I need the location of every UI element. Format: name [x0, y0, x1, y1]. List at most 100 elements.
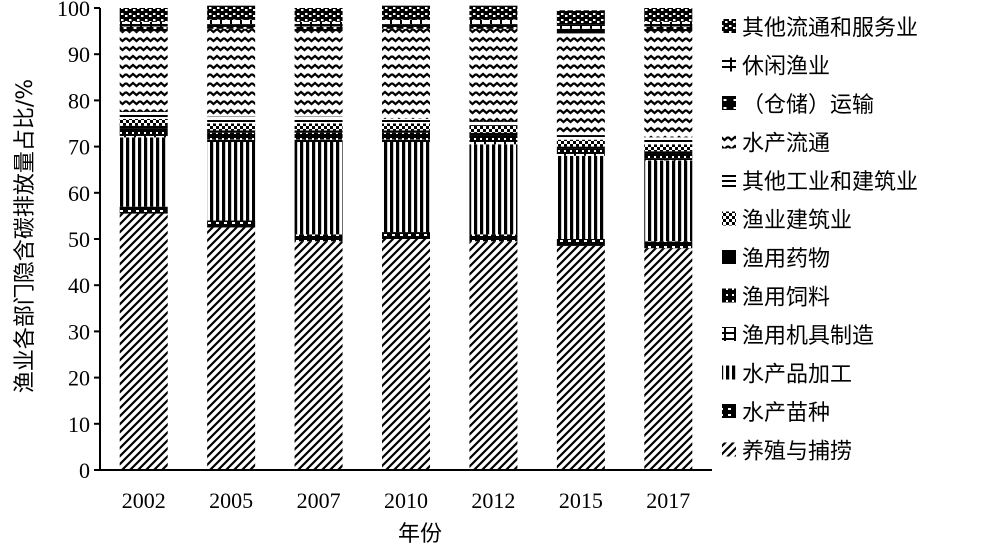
bar-segment-2015-s0	[556, 245, 605, 470]
legend-label: 休闲渔业	[742, 55, 830, 80]
y-axis-title: 渔业各部门隐含碳排放量占比/%	[13, 79, 38, 393]
bar-segment-2012-s6	[469, 125, 518, 133]
legend-swatch	[722, 211, 736, 226]
bar-segment-2005-s9	[207, 24, 256, 29]
bar-segment-2005-s6	[207, 123, 256, 131]
y-tick-label: 90	[68, 42, 90, 67]
bar-segment-2015-s11	[556, 10, 605, 25]
bar-segment-2007-s0	[294, 241, 343, 470]
bar-segment-2012-s2	[469, 144, 518, 235]
bar-segment-2017-s4	[644, 153, 693, 159]
bar-segment-2002-s11	[119, 8, 168, 22]
bar-segment-2007-s8	[294, 31, 343, 117]
legend-swatch	[722, 250, 736, 264]
bar-segment-2010-s6	[382, 123, 430, 131]
bar-segment-2005-s4	[207, 132, 256, 140]
legend-label: 渔用饲料	[742, 286, 830, 311]
axes-layer: 2002 2005 2007 2010 2012 2015 2017 0 10 20 30 40 50 6…	[57, 0, 712, 513]
legend-swatch	[722, 404, 736, 418]
bar-segment-2007-s5	[294, 130, 343, 133]
bar-segment-2017-s8	[644, 31, 693, 138]
y-tick-label: 30	[68, 319, 90, 344]
bar-segment-2010-s4	[382, 132, 430, 140]
bar-segment-2007-s3	[294, 139, 343, 142]
legend-swatch	[722, 327, 736, 341]
legend-label: 渔用药物	[742, 247, 830, 272]
legend-swatch	[722, 173, 736, 187]
bar-segment-2015-s3	[556, 153, 605, 156]
bar-segment-2017-s5	[644, 151, 693, 154]
x-axis-title: 年份	[398, 522, 442, 547]
bar-segment-2015-s2	[556, 155, 605, 239]
bar-segment-2010-s8	[382, 28, 430, 119]
bar-segment-2005-s5	[207, 130, 256, 133]
bar-segment-2005-s7	[207, 116, 256, 124]
bar-segment-2002-s5	[119, 125, 168, 129]
bar-segment-2002-s0	[119, 213, 168, 470]
x-tick-label: 2015	[559, 488, 603, 513]
bar-segment-2017-s1	[644, 241, 693, 249]
y-tick-label: 70	[68, 135, 90, 160]
y-tick-label: 100	[57, 0, 90, 21]
legend-label: 其他流通和服务业	[742, 16, 918, 41]
bar-segment-2007-s11	[294, 8, 343, 22]
bar-segment-2010-s9	[382, 24, 430, 29]
bar-segment-2002-s3	[119, 135, 168, 138]
bar-segment-2010-s2	[382, 141, 430, 233]
y-tick-label: 80	[68, 88, 90, 113]
bar-segment-2002-s10	[119, 21, 168, 27]
bars-layer	[119, 5, 693, 470]
bar-segment-2010-s1	[382, 232, 430, 239]
bar-segment-2010-s11	[382, 5, 430, 20]
legend-swatch	[722, 57, 736, 72]
bar-segment-2010-s10	[382, 19, 430, 25]
bar-segment-2005-s0	[207, 227, 256, 470]
bar-segment-2017-s11	[644, 8, 693, 22]
x-tick-label: 2007	[297, 488, 341, 513]
bar-segment-2015-s7	[556, 135, 605, 140]
bar-segment-2002-s1	[119, 206, 168, 214]
bar-segment-2012-s1	[469, 234, 518, 242]
bar-segment-2007-s10	[294, 21, 343, 27]
y-tick-label: 10	[68, 412, 90, 437]
bar-segment-2012-s5	[469, 132, 518, 136]
bar-segment-2012-s3	[469, 141, 518, 145]
bar-segment-2017-s6	[644, 144, 693, 152]
x-tick-label: 2012	[471, 488, 515, 513]
bar-segment-2005-s1	[207, 220, 256, 228]
x-tick-label: 2010	[384, 488, 428, 513]
x-tick-label: 2005	[209, 488, 253, 513]
bar-segment-2002-s4	[119, 128, 168, 136]
bar-segment-2017-s3	[644, 158, 693, 161]
bar-segment-2002-s6	[119, 118, 168, 126]
y-tick-label: 60	[68, 181, 90, 206]
legend-label: 渔用机具制造	[742, 324, 874, 349]
bar-segment-2015-s6	[556, 139, 605, 147]
legend-swatch	[722, 288, 736, 303]
x-tick-label: 2017	[646, 488, 690, 513]
bar-segment-2017-s9	[644, 26, 693, 32]
bar-segment-2005-s11	[207, 5, 256, 20]
legend-label: 渔业建筑业	[742, 209, 852, 234]
bar-segment-2002-s9	[119, 26, 168, 32]
bar-segment-2005-s3	[207, 139, 256, 142]
bar-segment-2010-s0	[382, 239, 430, 470]
bar-segment-2012-s0	[469, 241, 518, 470]
bar-segment-2010-s7	[382, 118, 430, 124]
legend-swatch	[722, 365, 736, 380]
legend-swatch	[722, 19, 736, 33]
legend-swatch	[722, 442, 736, 457]
bar-segment-2015-s1	[556, 239, 605, 246]
bar-segment-2005-s2	[207, 141, 256, 221]
bar-segment-2010-s5	[382, 130, 430, 133]
legend-label: （仓储）运输	[742, 93, 874, 118]
legend-label: 水产流通	[742, 132, 830, 157]
bar-segment-2005-s8	[207, 28, 256, 117]
bar-segment-2002-s8	[119, 31, 168, 112]
bar-segment-2017-s10	[644, 21, 693, 27]
bar-segment-2007-s7	[294, 116, 343, 124]
bar-segment-2002-s7	[119, 111, 168, 119]
bar-segment-2015-s5	[556, 146, 605, 149]
